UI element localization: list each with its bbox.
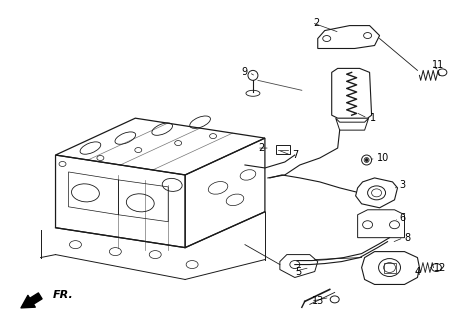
Text: 9: 9: [242, 68, 248, 77]
Text: 1: 1: [369, 113, 376, 123]
Text: 12: 12: [434, 262, 447, 273]
FancyArrowPatch shape: [21, 293, 42, 308]
Text: 4: 4: [414, 267, 421, 276]
Text: 11: 11: [432, 60, 445, 70]
Text: 6: 6: [399, 213, 406, 223]
Bar: [276, 145, 290, 154]
Bar: [383, 262, 396, 273]
Text: FR.: FR.: [53, 291, 73, 300]
Text: 2: 2: [258, 143, 264, 153]
Text: 3: 3: [399, 180, 406, 190]
Text: 5: 5: [295, 267, 301, 276]
Text: 8: 8: [404, 233, 410, 243]
Text: 10: 10: [376, 153, 389, 163]
Ellipse shape: [365, 158, 368, 162]
Text: 2: 2: [313, 18, 319, 28]
Text: 7: 7: [292, 150, 298, 160]
Text: 13: 13: [312, 296, 324, 306]
